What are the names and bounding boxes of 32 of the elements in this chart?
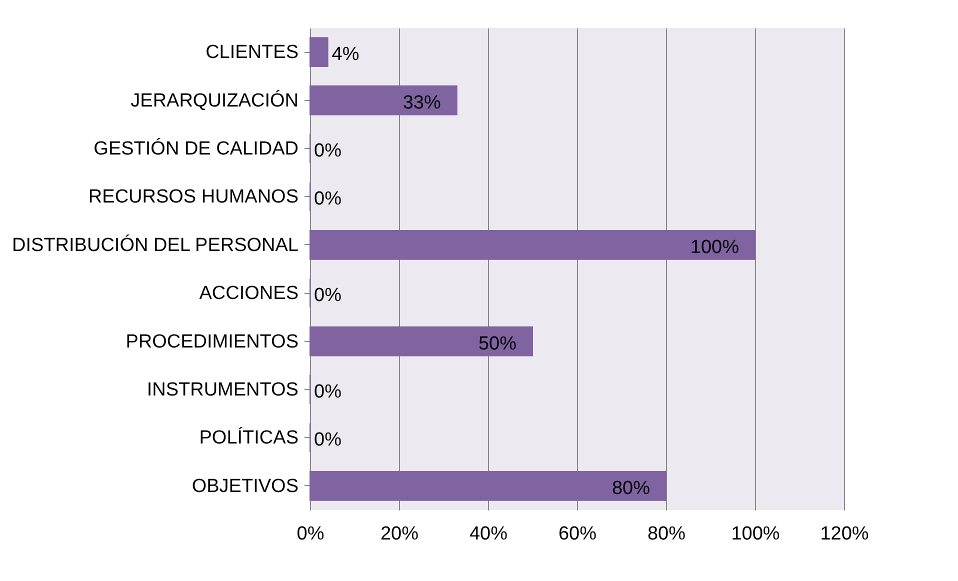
- bar: [310, 326, 533, 356]
- y-tick-label: ACCIONES: [199, 283, 298, 304]
- x-tick-label: 120%: [820, 524, 869, 544]
- x-tick-label: 60%: [558, 524, 597, 544]
- x-tick-label: 0%: [296, 524, 324, 544]
- y-tick-label: OBJETIVOS: [192, 476, 298, 497]
- y-tick-label: INSTRUMENTOS: [146, 380, 298, 400]
- y-tick-label: RECURSOS HUMANOS: [88, 186, 298, 208]
- data-label: 33%: [402, 92, 441, 114]
- bar: [310, 230, 756, 260]
- data-label: 50%: [478, 333, 517, 354]
- x-tick-label: 20%: [380, 524, 419, 544]
- bar: [310, 85, 458, 116]
- x-tick-label: 80%: [647, 524, 686, 544]
- bar: [310, 37, 328, 68]
- data-label: 4%: [332, 44, 360, 66]
- data-label: 0%: [314, 382, 342, 402]
- y-tick-label: JERARQUIZACIÓN: [130, 89, 298, 112]
- x-tick-label: 100%: [731, 524, 780, 544]
- data-label: 0%: [314, 188, 342, 210]
- data-label: 80%: [612, 478, 650, 499]
- data-label: 0%: [314, 140, 342, 162]
- bar: [310, 470, 666, 501]
- data-label: 0%: [314, 430, 342, 451]
- y-tick-label: POLÍTICAS: [199, 426, 298, 449]
- x-tick-label: 40%: [469, 524, 508, 544]
- data-label: 100%: [690, 236, 740, 258]
- y-tick-label: PROCEDIMIENTOS: [126, 331, 298, 352]
- y-tick-label: DISTRIBUCIÓN DEL PERSONAL: [12, 234, 298, 256]
- data-label: 0%: [314, 285, 342, 306]
- y-tick-label: CLIENTES: [206, 42, 298, 64]
- y-tick-label: GESTIÓN DE CALIDAD: [94, 138, 298, 160]
